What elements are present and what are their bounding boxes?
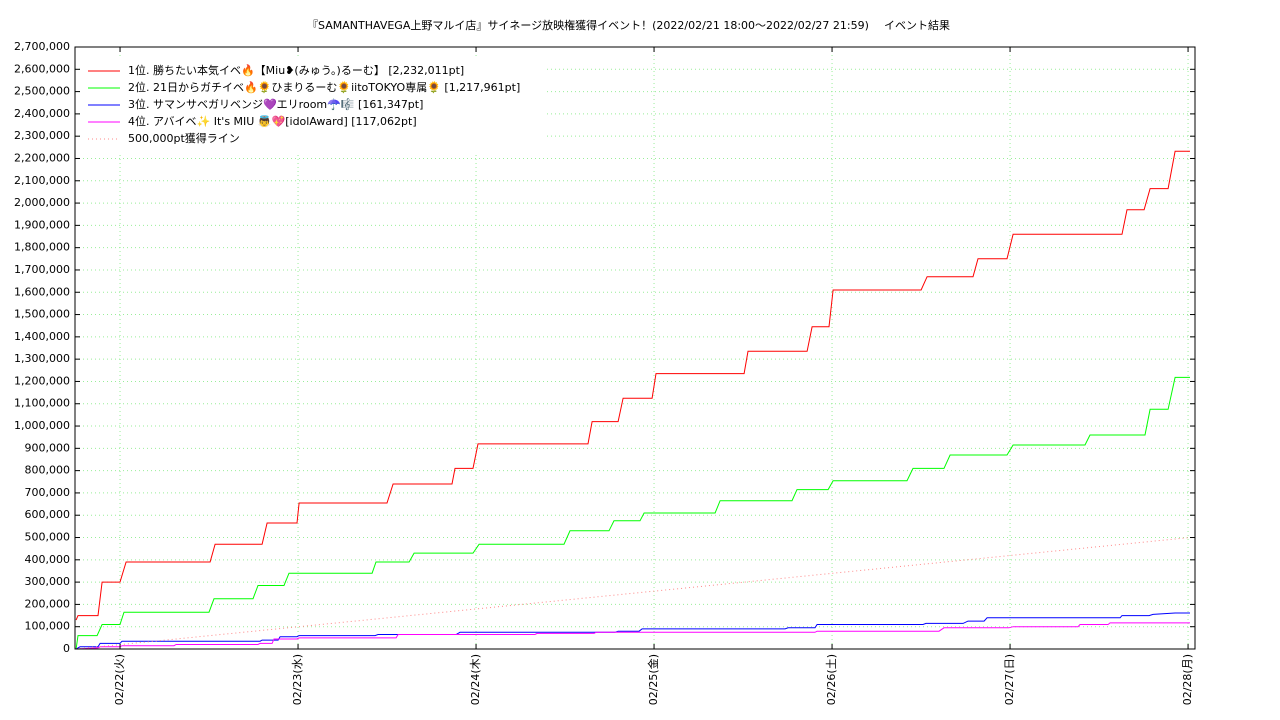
y-tick-label: 100,000 <box>25 620 71 633</box>
legend-label: 1位. 勝ちたい本気イベ🔥【Miu❥(みゅう。)るーむ】 [2,232,011p… <box>128 63 464 77</box>
chart-subtitle: イベント結果 <box>884 18 950 32</box>
x-tick-label: 02/23(水) <box>291 654 304 705</box>
y-tick-label: 600,000 <box>25 508 71 521</box>
y-tick-label: 1,800,000 <box>14 241 70 254</box>
series-line <box>76 537 1191 650</box>
y-tick-label: 200,000 <box>25 597 71 610</box>
x-tick-label: 02/27(日) <box>1003 654 1016 705</box>
legend-label: 4位. アバイベ✨ It's MIU 👼💖[idolAward] [117,06… <box>128 114 417 128</box>
series-line <box>76 622 1190 650</box>
legend-label: 3位. サマンサベガリベンジ💜エリroom☂️🎼 [161,347pt] <box>128 97 423 111</box>
y-tick-label: 1,100,000 <box>14 397 70 410</box>
y-tick-label: 500,000 <box>25 531 71 544</box>
y-tick-label: 400,000 <box>25 553 71 566</box>
x-tick-label: 02/22(火) <box>113 654 126 705</box>
y-tick-label: 1,500,000 <box>14 308 70 321</box>
y-tick-label: 2,700,000 <box>14 40 70 53</box>
y-tick-label: 1,900,000 <box>14 218 70 231</box>
y-tick-label: 2,600,000 <box>14 62 70 75</box>
x-tick-label: 02/25(金) <box>646 654 660 705</box>
y-tick-label: 2,100,000 <box>14 174 70 187</box>
y-tick-label: 2,300,000 <box>14 129 70 142</box>
plot-frame <box>74 46 1196 650</box>
y-tick-label: 2,000,000 <box>14 196 70 209</box>
x-tick-label: 02/28(月) <box>1181 654 1194 705</box>
y-tick-label: 2,400,000 <box>14 107 70 120</box>
series-line <box>75 376 1190 650</box>
series-line <box>75 612 1190 650</box>
legend-label: 2位. 21日からガチイベ🔥🌻ひまりるーむ🌻iitoTOKYO専属🌻 [1,21… <box>128 80 520 94</box>
y-tick-label: 1,400,000 <box>14 330 70 343</box>
legend-box <box>80 58 545 153</box>
x-tick-label: 02/24(木) <box>469 654 482 705</box>
axes-layer: 0 100,000 200,000 300,000 400,000 500,000 600,… <box>14 40 1195 705</box>
legend-layer: 1位. 勝ちたい本気イベ🔥【Miu❥(みゅう。)るーむ】 [2,232,011p… <box>80 58 545 153</box>
y-tick-label: 2,500,000 <box>14 85 70 98</box>
y-tick-label: 800,000 <box>25 464 71 477</box>
y-tick-label: 700,000 <box>25 486 71 499</box>
y-tick-label: 1,300,000 <box>14 352 70 365</box>
series-line <box>75 150 1190 621</box>
legend-label: 500,000pt獲得ライン <box>128 132 240 145</box>
y-tick-label: 1,700,000 <box>14 263 70 276</box>
y-tick-label: 300,000 <box>25 575 71 588</box>
y-tick-label: 1,200,000 <box>14 374 70 387</box>
x-tick-label: 02/26(土) <box>825 654 838 705</box>
y-tick-label: 1,600,000 <box>14 285 70 298</box>
y-tick-label: 1,000,000 <box>14 419 70 432</box>
chart-title: 『SAMANTHAVEGA上野マルイ店』サイネージ放映権獲得イベント！(2022… <box>307 18 869 32</box>
y-tick-label: 2,200,000 <box>14 151 70 164</box>
y-tick-label: 900,000 <box>25 441 71 454</box>
y-tick-label: 0 <box>63 642 70 655</box>
series-layer <box>75 150 1191 650</box>
